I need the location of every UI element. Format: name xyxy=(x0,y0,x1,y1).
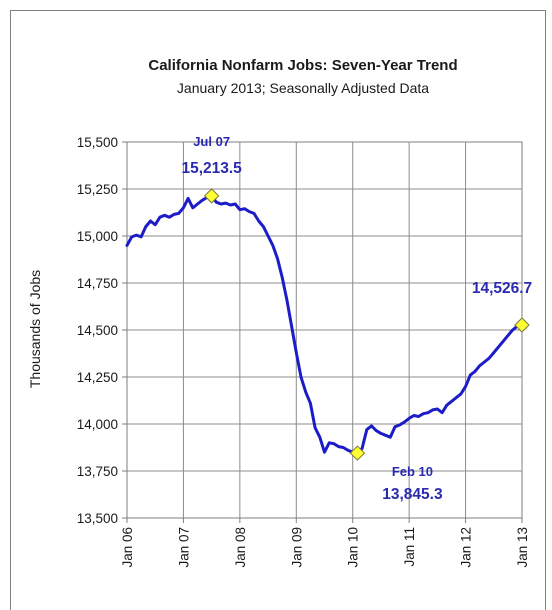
y-axis-label: Thousands of Jobs xyxy=(27,270,43,388)
annotation-marker xyxy=(349,445,366,461)
y-tick-labels: 13,500 13,750 14,000 14,250 14,500 14,750 15,0… xyxy=(77,135,118,526)
y-tick-label: 15,500 xyxy=(77,135,118,150)
annotation-value-label: 13,845.3 xyxy=(382,486,443,503)
series-line xyxy=(125,194,524,455)
x-tick-label: Jan 10 xyxy=(346,527,361,568)
x-tick-labels: Jan 06 Jan 07 Jan 08 Jan 09 Jan 10 Jan 11 Jan … xyxy=(120,527,530,568)
x-tick-label: Jan 09 xyxy=(289,527,304,568)
x-tick-label: Jan 06 xyxy=(120,527,135,568)
y-tick-label: 14,250 xyxy=(77,370,118,385)
y-tick-label: 15,250 xyxy=(77,182,118,197)
grid xyxy=(122,141,523,523)
annotation-value-label: 15,213.5 xyxy=(181,160,242,177)
annotation-date-label: Feb 10 xyxy=(392,464,433,479)
chart-frame xyxy=(10,10,546,610)
y-tick-label: 13,750 xyxy=(77,464,118,479)
annotation-marker xyxy=(514,317,530,333)
y-tick-label: 13,500 xyxy=(77,511,118,526)
y-tick-label: 14,500 xyxy=(77,323,118,338)
chart-title: California Nonfarm Jobs: Seven-Year Tren… xyxy=(148,57,457,74)
y-tick-label: 14,750 xyxy=(77,276,118,291)
annotation-marker xyxy=(203,188,220,204)
annotation-date-label: Jul 07 xyxy=(193,134,230,149)
plot-area xyxy=(125,194,524,455)
annotation-value-label: 14,526.7 xyxy=(472,280,532,297)
x-tick-label: Jan 11 xyxy=(402,527,417,567)
x-tick-label: Jan 07 xyxy=(176,527,191,568)
annotations: Jul 07 15,213.5 Feb 10 13,845.3 14,526.7 xyxy=(181,134,532,503)
y-tick-label: 14,000 xyxy=(77,417,118,432)
y-tick-label: 15,000 xyxy=(77,229,118,244)
x-tick-label: Jan 08 xyxy=(233,527,248,568)
x-tick-label: Jan 13 xyxy=(515,527,530,568)
chart-subtitle: January 2013; Seasonally Adjusted Data xyxy=(177,80,429,96)
x-tick-label: Jan 12 xyxy=(459,527,474,568)
